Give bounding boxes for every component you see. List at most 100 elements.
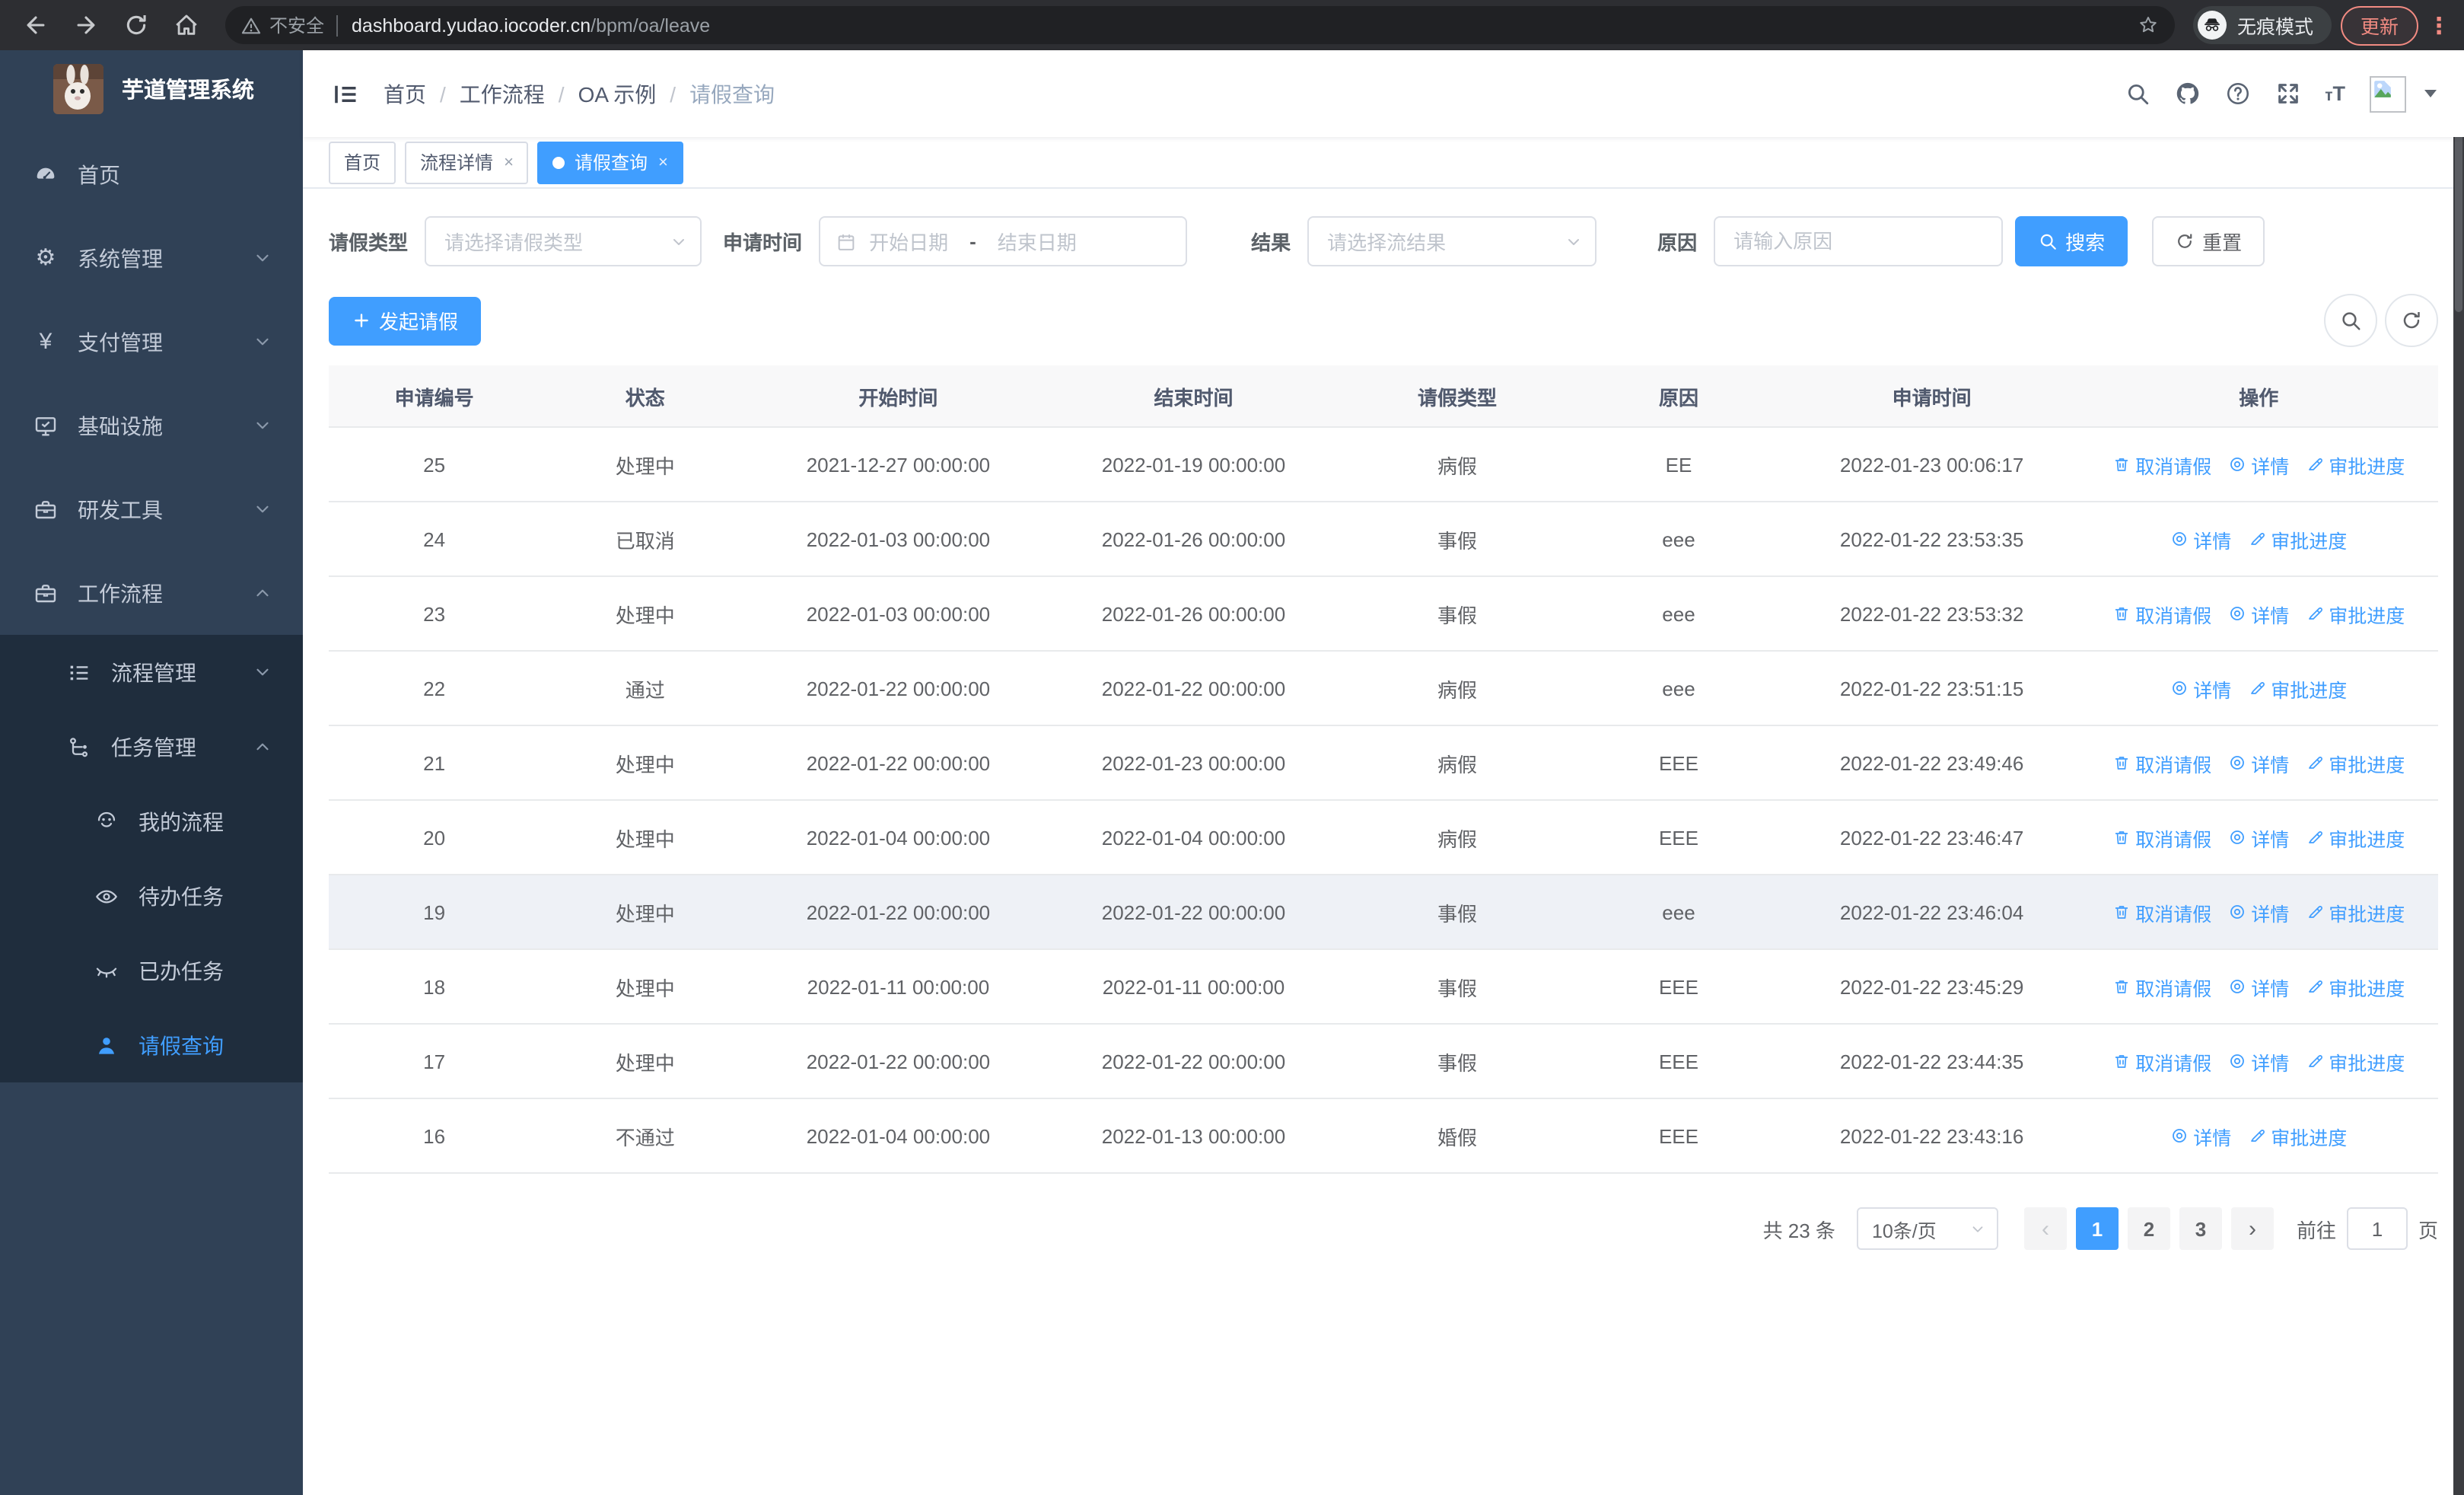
cell: 18 [423, 975, 446, 998]
detail-link[interactable]: 详情 [2228, 972, 2289, 1001]
refresh-icon [2400, 309, 2423, 332]
scrollbar-thumb[interactable] [2455, 53, 2462, 312]
cell: 2022-01-22 23:51:15 [1839, 677, 2024, 700]
home-icon[interactable] [173, 12, 199, 38]
detail-link[interactable]: 详情 [2170, 1121, 2231, 1150]
next-page-button[interactable]: › [2230, 1207, 2274, 1250]
table-row: 24 已取消 2022-01-03 00:00:00 2022-01-26 00:00… [329, 502, 2438, 577]
tab-流程详情[interactable]: 流程详情 × [405, 141, 529, 183]
approval-progress-link[interactable]: 审批进度 [2248, 674, 2347, 703]
monitor-icon [33, 413, 58, 438]
column-header: 请假类型 [1417, 386, 1497, 409]
sidebar-item-infrastructure[interactable]: 基础设施 [0, 384, 303, 467]
sidebar-item-leave-query[interactable]: 请假查询 [0, 1008, 303, 1082]
cell: 事假 [1437, 902, 1477, 925]
goto-page-input[interactable] [2346, 1207, 2408, 1250]
chevron-up-icon [253, 583, 272, 603]
approval-progress-link[interactable]: 审批进度 [2306, 599, 2405, 628]
cell: 2022-01-22 00:00:00 [806, 677, 991, 700]
sidebar-item-todo-task[interactable]: 待办任务 [0, 859, 303, 933]
sidebar-item-system[interactable]: ⚙ 系统管理 [0, 216, 303, 300]
help-icon[interactable] [2224, 81, 2250, 107]
cancel-leave-link[interactable]: 取消请假 [2112, 599, 2211, 628]
cancel-leave-link[interactable]: 取消请假 [2112, 897, 2211, 926]
tab-请假查询[interactable]: 请假查询 × [537, 141, 683, 183]
detail-link[interactable]: 详情 [2228, 450, 2289, 479]
bookmark-star-icon[interactable] [2137, 14, 2160, 37]
security-label: 不安全 [269, 15, 325, 37]
page-scrollbar[interactable] [2453, 50, 2464, 1495]
avatar[interactable] [2370, 75, 2406, 112]
detail-link[interactable]: 详情 [2228, 599, 2289, 628]
approval-progress-link[interactable]: 审批进度 [2306, 897, 2405, 926]
sidebar-item-done-task[interactable]: 已办任务 [0, 933, 303, 1008]
page-button-1[interactable]: 1 [2075, 1207, 2119, 1250]
page-button-2[interactable]: 2 [2127, 1207, 2170, 1250]
apply-time-range[interactable]: 开始日期 - 结束日期 [819, 216, 1188, 266]
approval-progress-link[interactable]: 审批进度 [2306, 823, 2405, 852]
edit-icon [2306, 455, 2324, 473]
font-size-icon[interactable]: тT [2325, 82, 2345, 105]
approval-progress-link[interactable]: 审批进度 [2248, 1121, 2347, 1150]
sidebar-collapse-icon[interactable] [332, 80, 359, 107]
page-size-select[interactable]: 10条/页 [1856, 1207, 1998, 1250]
breadcrumb-item[interactable]: OA 示例 [578, 81, 657, 106]
detail-link[interactable]: 详情 [2228, 1047, 2289, 1076]
cancel-leave-link[interactable]: 取消请假 [2112, 972, 2211, 1001]
detail-link[interactable]: 详情 [2228, 897, 2289, 926]
detail-link[interactable]: 详情 [2228, 823, 2289, 852]
prev-page-button[interactable]: ‹ [2023, 1207, 2067, 1250]
page-button-3[interactable]: 3 [2179, 1207, 2222, 1250]
sidebar-item-workflow[interactable]: 工作流程 [0, 551, 303, 635]
reset-button[interactable]: 重置 [2152, 216, 2265, 266]
result-select[interactable]: 请选择流结果 [1307, 216, 1597, 266]
sidebar-item-payment[interactable]: ¥ 支付管理 [0, 300, 303, 384]
cancel-leave-link[interactable]: 取消请假 [2112, 748, 2211, 777]
tab-首页[interactable]: 首页 [329, 141, 396, 183]
sidebar-item-label: 请假查询 [138, 1033, 224, 1057]
forward-icon[interactable] [73, 12, 99, 38]
approval-progress-link[interactable]: 审批进度 [2248, 524, 2347, 553]
sidebar-item-task-mgmt[interactable]: 任务管理 [0, 709, 303, 784]
breadcrumb-item[interactable]: 首页 [384, 81, 426, 106]
cell: 病假 [1437, 678, 1477, 701]
approval-progress-link[interactable]: 审批进度 [2306, 972, 2405, 1001]
approval-progress-link[interactable]: 审批进度 [2306, 748, 2405, 777]
cancel-leave-link[interactable]: 取消请假 [2112, 450, 2211, 479]
leave-type-select[interactable]: 请选择请假类型 [425, 216, 702, 266]
tab-close-icon[interactable]: × [657, 153, 668, 171]
cancel-leave-link[interactable]: 取消请假 [2112, 823, 2211, 852]
view-icon [2170, 679, 2189, 697]
cell: 处理中 [615, 753, 675, 776]
browser-menu-icon[interactable]: ⋮ [2427, 13, 2450, 39]
detail-link[interactable]: 详情 [2228, 748, 2289, 777]
reload-icon[interactable] [123, 12, 149, 38]
detail-link[interactable]: 详情 [2170, 674, 2231, 703]
approval-progress-link[interactable]: 审批进度 [2306, 1047, 2405, 1076]
sidebar-item-devtools[interactable]: 研发工具 [0, 467, 303, 551]
search-icon[interactable] [2124, 81, 2150, 107]
back-icon[interactable] [23, 12, 49, 38]
reason-input[interactable] [1714, 216, 2004, 266]
column-header: 申请编号 [394, 386, 474, 409]
sidebar-item-home[interactable]: 首页 [0, 132, 303, 216]
update-button[interactable]: 更新 [2340, 5, 2418, 45]
sidebar-item-process-mgmt[interactable]: 流程管理 [0, 635, 303, 709]
create-leave-button[interactable]: 发起请假 [329, 296, 482, 345]
github-icon[interactable] [2174, 81, 2200, 107]
address-bar[interactable]: 不安全 dashboard.yudao.iocoder.cn/bpm/oa/le… [225, 6, 2175, 44]
cancel-leave-link[interactable]: 取消请假 [2112, 1047, 2211, 1076]
tab-close-icon[interactable]: × [504, 153, 514, 171]
app: 芋道管理系统 首页 ⚙ 系统管理 ¥ 支付管理 基础设施 研发工具 工作流程 流程管理 任务管理我… [0, 50, 2464, 1495]
sidebar-item-my-process[interactable]: 我的流程 [0, 784, 303, 859]
table-body: 25 处理中 2021-12-27 00:00:00 2022-01-19 00:00… [329, 428, 2438, 1174]
table-search-toggle-button[interactable] [2324, 294, 2377, 347]
table-refresh-button[interactable] [2385, 294, 2438, 347]
fullscreen-icon[interactable] [2275, 81, 2300, 107]
view-icon [2170, 1127, 2189, 1145]
breadcrumb-item[interactable]: 工作流程 [459, 81, 545, 106]
avatar-caret-icon[interactable] [2424, 90, 2437, 97]
approval-progress-link[interactable]: 审批进度 [2306, 450, 2405, 479]
search-button[interactable]: 搜索 [2015, 216, 2128, 266]
detail-link[interactable]: 详情 [2170, 524, 2231, 553]
